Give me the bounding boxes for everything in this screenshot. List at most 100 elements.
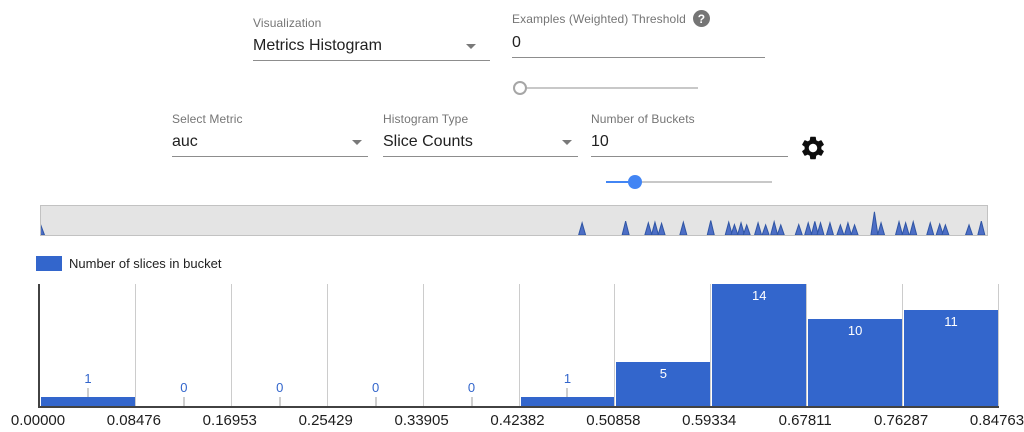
slice-spike — [836, 223, 845, 235]
x-axis-label: 0.00000 — [10, 412, 66, 429]
visualization-label: Visualization — [253, 16, 322, 30]
bar-value-label: 0 — [276, 380, 284, 395]
x-axis-label: 0.59334 — [682, 412, 737, 429]
bar-value-label: 1 — [84, 371, 92, 387]
bar-value-label: 0 — [180, 380, 188, 395]
histogram-type-dropdown[interactable]: Histogram Type Slice Counts — [383, 112, 578, 157]
num-buckets-input-group: Number of Buckets 10 — [591, 112, 788, 157]
slice-spike — [825, 220, 834, 235]
buckets-slider-fill — [606, 181, 636, 183]
threshold-input[interactable]: 0 — [512, 34, 765, 58]
histogram-bar[interactable] — [41, 397, 135, 406]
slice-spike — [909, 219, 918, 235]
gridline — [230, 284, 232, 406]
histogram-type-value: Slice Counts — [383, 133, 473, 150]
histogram-plot-area: 1 0 0 0 0 1 5 14 10 11 — [38, 284, 999, 408]
slice-spike — [679, 220, 688, 235]
slice-spike — [926, 220, 935, 235]
slice-spike — [870, 211, 879, 235]
annotation-stem — [566, 388, 568, 398]
slice-spike — [742, 223, 751, 235]
visualization-value: Metrics Histogram — [253, 37, 382, 54]
bar-value-label: 0 — [467, 380, 476, 395]
gridline — [518, 284, 520, 406]
histogram-bar[interactable] — [520, 397, 615, 406]
num-buckets-value: 10 — [591, 133, 609, 150]
gridline — [134, 284, 136, 406]
gridline — [422, 284, 424, 406]
slice-spikes — [41, 211, 986, 235]
threshold-input-group: Examples (Weighted) Threshold ? 0 — [512, 10, 765, 58]
annotation-stem — [375, 397, 377, 406]
x-axis-labels: 0.00000 0.08476 0.16953 0.25429 0.33905 0.423… — [11, 412, 1024, 430]
threshold-slider[interactable] — [513, 81, 698, 95]
annotation-stem — [183, 397, 185, 406]
slice-spike — [804, 220, 813, 235]
slice-spike — [977, 220, 986, 235]
slice-spike — [810, 221, 819, 235]
settings-gear-icon[interactable] — [799, 134, 827, 162]
annotation-stem — [471, 397, 473, 406]
slice-spike — [657, 221, 666, 235]
slice-spike — [761, 223, 770, 235]
chevron-down-icon — [562, 139, 572, 145]
histogram-bar[interactable] — [712, 284, 807, 406]
visualization-dropdown[interactable]: Visualization Metrics Histogram — [253, 16, 490, 61]
gridline — [806, 284, 808, 406]
slice-spike — [794, 223, 803, 235]
histogram-bar[interactable] — [808, 318, 903, 406]
slice-spike — [706, 220, 715, 235]
gridline — [902, 284, 904, 406]
slice-spike — [935, 222, 944, 235]
slice-spike — [877, 220, 886, 235]
slice-spike — [816, 220, 825, 235]
threshold-slider-track — [520, 87, 698, 89]
threshold-value: 0 — [512, 34, 521, 51]
x-axis-label: 0.84763 — [969, 412, 1024, 429]
slice-spike — [41, 224, 46, 235]
x-axis-label: 0.16953 — [202, 412, 257, 429]
gridline — [614, 284, 616, 406]
gridline — [326, 284, 328, 406]
select-metric-label: Select Metric — [172, 112, 243, 126]
bar-value-label: 1 — [563, 371, 572, 387]
select-metric-value: auc — [172, 133, 198, 150]
slice-overview-strip[interactable] — [40, 205, 988, 236]
x-axis-label: 0.25429 — [298, 412, 353, 429]
annotation-stem — [87, 388, 89, 398]
slice-spike — [724, 220, 733, 235]
annotation-stem — [279, 397, 281, 406]
help-icon[interactable]: ? — [692, 10, 710, 27]
x-axis-label: 0.50858 — [586, 412, 641, 429]
slice-spike — [578, 220, 587, 235]
slice-spike — [770, 219, 779, 235]
histogram-bar[interactable] — [904, 310, 998, 406]
slice-spike — [754, 220, 763, 235]
select-metric-dropdown[interactable]: Select Metric auc — [172, 112, 368, 157]
slice-spike — [730, 223, 739, 235]
bar-value-label: 14 — [752, 288, 767, 303]
slice-spike — [941, 223, 950, 235]
histogram-bar[interactable] — [616, 362, 711, 406]
slice-spike — [776, 223, 785, 235]
threshold-slider-thumb[interactable] — [513, 81, 527, 95]
slice-spike — [650, 220, 659, 235]
threshold-label: Examples (Weighted) Threshold — [512, 11, 686, 26]
legend-swatch — [36, 256, 62, 271]
gridline — [998, 284, 999, 406]
slice-spike — [901, 220, 910, 235]
x-axis-label: 0.42382 — [490, 412, 545, 429]
chart-legend: Number of slices in bucket — [36, 256, 221, 271]
num-buckets-input[interactable]: 10 — [591, 133, 788, 157]
slice-spike — [850, 223, 859, 235]
bar-value-label: 10 — [847, 322, 863, 338]
x-axis-label: 0.76287 — [873, 412, 929, 429]
slice-spike — [737, 220, 746, 235]
slice-spike — [895, 219, 904, 235]
buckets-slider[interactable] — [606, 175, 772, 189]
bar-value-label: 11 — [944, 314, 958, 330]
buckets-slider-thumb[interactable] — [628, 175, 643, 189]
slice-spike — [621, 220, 630, 235]
chevron-down-icon — [466, 43, 476, 49]
x-axis-label: 0.33905 — [394, 412, 449, 429]
